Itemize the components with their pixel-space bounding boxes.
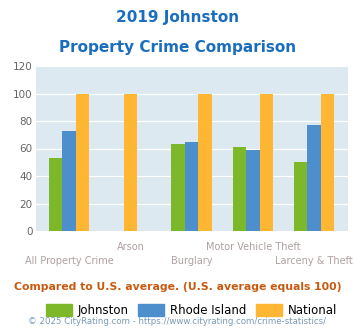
Bar — [76, 93, 89, 231]
Bar — [260, 93, 273, 231]
Bar — [307, 125, 321, 231]
Bar — [124, 93, 137, 231]
Bar — [49, 158, 62, 231]
Bar — [233, 147, 246, 231]
Text: Arson: Arson — [116, 242, 144, 252]
Text: Larceny & Theft: Larceny & Theft — [275, 256, 353, 266]
Text: Motor Vehicle Theft: Motor Vehicle Theft — [206, 242, 300, 252]
Text: © 2025 CityRating.com - https://www.cityrating.com/crime-statistics/: © 2025 CityRating.com - https://www.city… — [28, 317, 327, 326]
Bar — [62, 131, 76, 231]
Bar — [185, 142, 198, 231]
Bar — [198, 93, 212, 231]
Bar — [246, 150, 260, 231]
Text: Compared to U.S. average. (U.S. average equals 100): Compared to U.S. average. (U.S. average … — [14, 282, 341, 292]
Bar — [294, 162, 307, 231]
Text: 2019 Johnston: 2019 Johnston — [116, 10, 239, 25]
Legend: Johnston, Rhode Island, National: Johnston, Rhode Island, National — [41, 300, 342, 322]
Bar — [321, 93, 334, 231]
Text: All Property Crime: All Property Crime — [25, 256, 114, 266]
Bar — [171, 145, 185, 231]
Text: Burglary: Burglary — [171, 256, 212, 266]
Text: Property Crime Comparison: Property Crime Comparison — [59, 40, 296, 54]
